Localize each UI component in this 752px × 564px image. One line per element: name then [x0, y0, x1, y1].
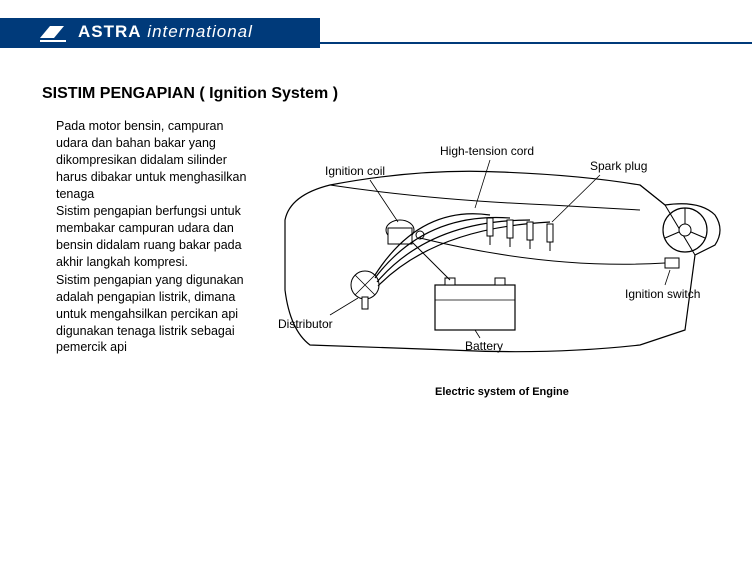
header-line: [320, 42, 752, 44]
brand-bar: ASTRA international: [0, 18, 320, 48]
diagram-caption: Electric system of Engine: [435, 386, 569, 398]
paragraph: Pada motor bensin, campuran udara dan ba…: [56, 118, 256, 202]
label-high-tension: High-tension cord: [440, 144, 534, 158]
label-distributor: Distributor: [278, 317, 333, 331]
label-ignition-coil: Ignition coil: [325, 164, 385, 178]
paragraph: Sistim pengapian berfungsi untuk membaka…: [56, 203, 256, 271]
brand-logo-icon: [38, 20, 68, 44]
header: ASTRA international: [0, 0, 752, 52]
brand-name: ASTRA international: [78, 22, 253, 42]
label-spark-plug: Spark plug: [590, 159, 647, 173]
body-text: Pada motor bensin, campuran udara dan ba…: [56, 118, 256, 357]
label-battery: Battery: [465, 339, 503, 353]
label-ignition-switch: Ignition switch: [625, 287, 700, 301]
page-title: SISTIM PENGAPIAN ( Ignition System ): [42, 85, 338, 103]
engine-diagram: Ignition coil Distributor High-tension c…: [270, 130, 730, 410]
paragraph: Sistim pengapian yang digunakan adalah p…: [56, 272, 256, 356]
